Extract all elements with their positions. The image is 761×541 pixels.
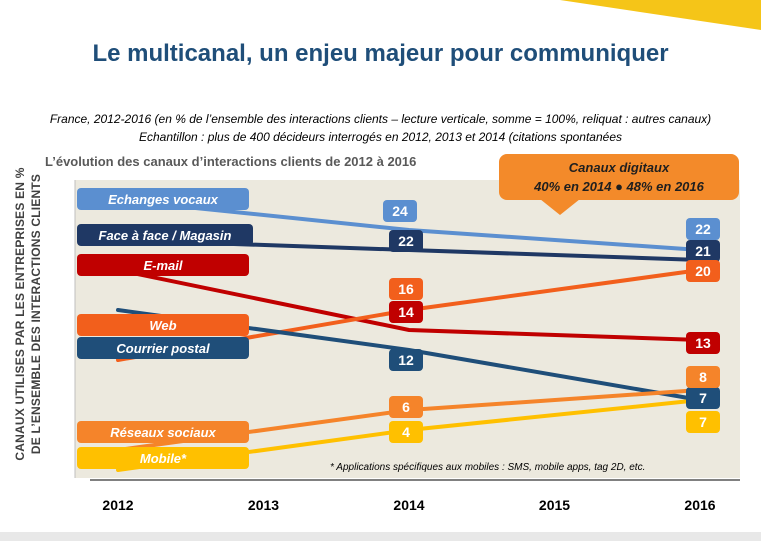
data-label-reseaux-sociaux: 6 (402, 399, 410, 415)
series-label-echanges-vocaux: Echanges vocaux (108, 192, 219, 207)
series-label-courrier-postal: Courrier postal (116, 341, 210, 356)
data-label-box-reseaux-sociaux (389, 396, 423, 418)
data-label-box-e-mail (686, 332, 720, 354)
data-label-box-courrier-postal (686, 387, 720, 409)
series-line-e-mail (116, 268, 702, 342)
data-label-reseaux-sociaux: 8 (699, 369, 707, 385)
series-label-face-a-face-magasin: Face à face / Magasin (99, 228, 232, 243)
data-label-echanges-vocaux: 22 (695, 221, 711, 237)
data-label-mobile: 7 (699, 414, 707, 430)
series-label-box-echanges-vocaux (77, 188, 249, 210)
data-label-box-reseaux-sociaux (686, 366, 720, 388)
data-label-web: 16 (398, 281, 414, 297)
data-label-box-mobile (389, 421, 423, 443)
x-tick-label: 2016 (684, 497, 715, 513)
bottom-band (0, 532, 761, 541)
series-label-box-reseaux-sociaux (77, 421, 249, 443)
callout-line-2: 40% en 2014 ● 48% en 2016 (534, 179, 704, 194)
data-label-e-mail: 14 (398, 304, 414, 320)
subtitle-sample: Echantillon : plus de 400 décideurs inte… (139, 130, 622, 144)
x-tick-label: 2013 (248, 497, 279, 513)
data-label-box-web (389, 278, 423, 300)
chart-footnote: * Applications spécifiques aux mobiles :… (330, 462, 646, 473)
data-label-courrier-postal: 12 (398, 352, 414, 368)
data-label-mobile: 4 (402, 424, 410, 440)
x-tick-label: 2015 (539, 497, 570, 513)
data-label-box-courrier-postal (389, 349, 423, 371)
data-label-box-echanges-vocaux (686, 218, 720, 240)
data-label-echanges-vocaux: 24 (392, 203, 408, 219)
page-title: Le multicanal, un enjeu majeur pour comm… (92, 40, 669, 67)
data-label-face-a-face-magasin: 22 (398, 233, 414, 249)
data-label-courrier-postal: 7 (699, 390, 707, 406)
series-label-reseaux-sociaux: Réseaux sociaux (110, 425, 216, 440)
data-label-box-face-a-face-magasin (686, 240, 720, 262)
data-label-box-face-a-face-magasin (389, 230, 423, 252)
series-label-box-e-mail (77, 254, 249, 276)
data-label-box-e-mail (389, 301, 423, 323)
series-label-box-mobile (77, 447, 249, 469)
data-label-box-echanges-vocaux (383, 200, 417, 222)
callout-line-1: Canaux digitaux (568, 160, 670, 175)
series-label-mobile: Mobile* (140, 451, 187, 466)
x-tick-label: 2014 (393, 497, 424, 513)
subtitle-scope: France, 2012-2016 (en % de l’ensemble de… (49, 112, 712, 126)
chart-title: L’évolution des canaux d’interactions cl… (45, 154, 417, 169)
series-label-box-web (77, 314, 249, 336)
data-label-box-web (686, 260, 720, 282)
data-label-box-mobile (686, 411, 720, 433)
data-label-face-a-face-magasin: 21 (695, 243, 711, 259)
digital-channels-callout: Canaux digitaux 40% en 2014 ● 48% en 201… (499, 154, 739, 200)
series-label-e-mail: E-mail (143, 258, 182, 273)
series-label-box-face-a-face-magasin (77, 224, 253, 246)
data-label-e-mail: 13 (695, 335, 711, 351)
callout-pointer (540, 199, 580, 215)
data-label-web: 20 (695, 263, 711, 279)
series-label-box-courrier-postal (77, 337, 249, 359)
x-tick-label: 2012 (102, 497, 133, 513)
series-label-web: Web (149, 318, 176, 333)
